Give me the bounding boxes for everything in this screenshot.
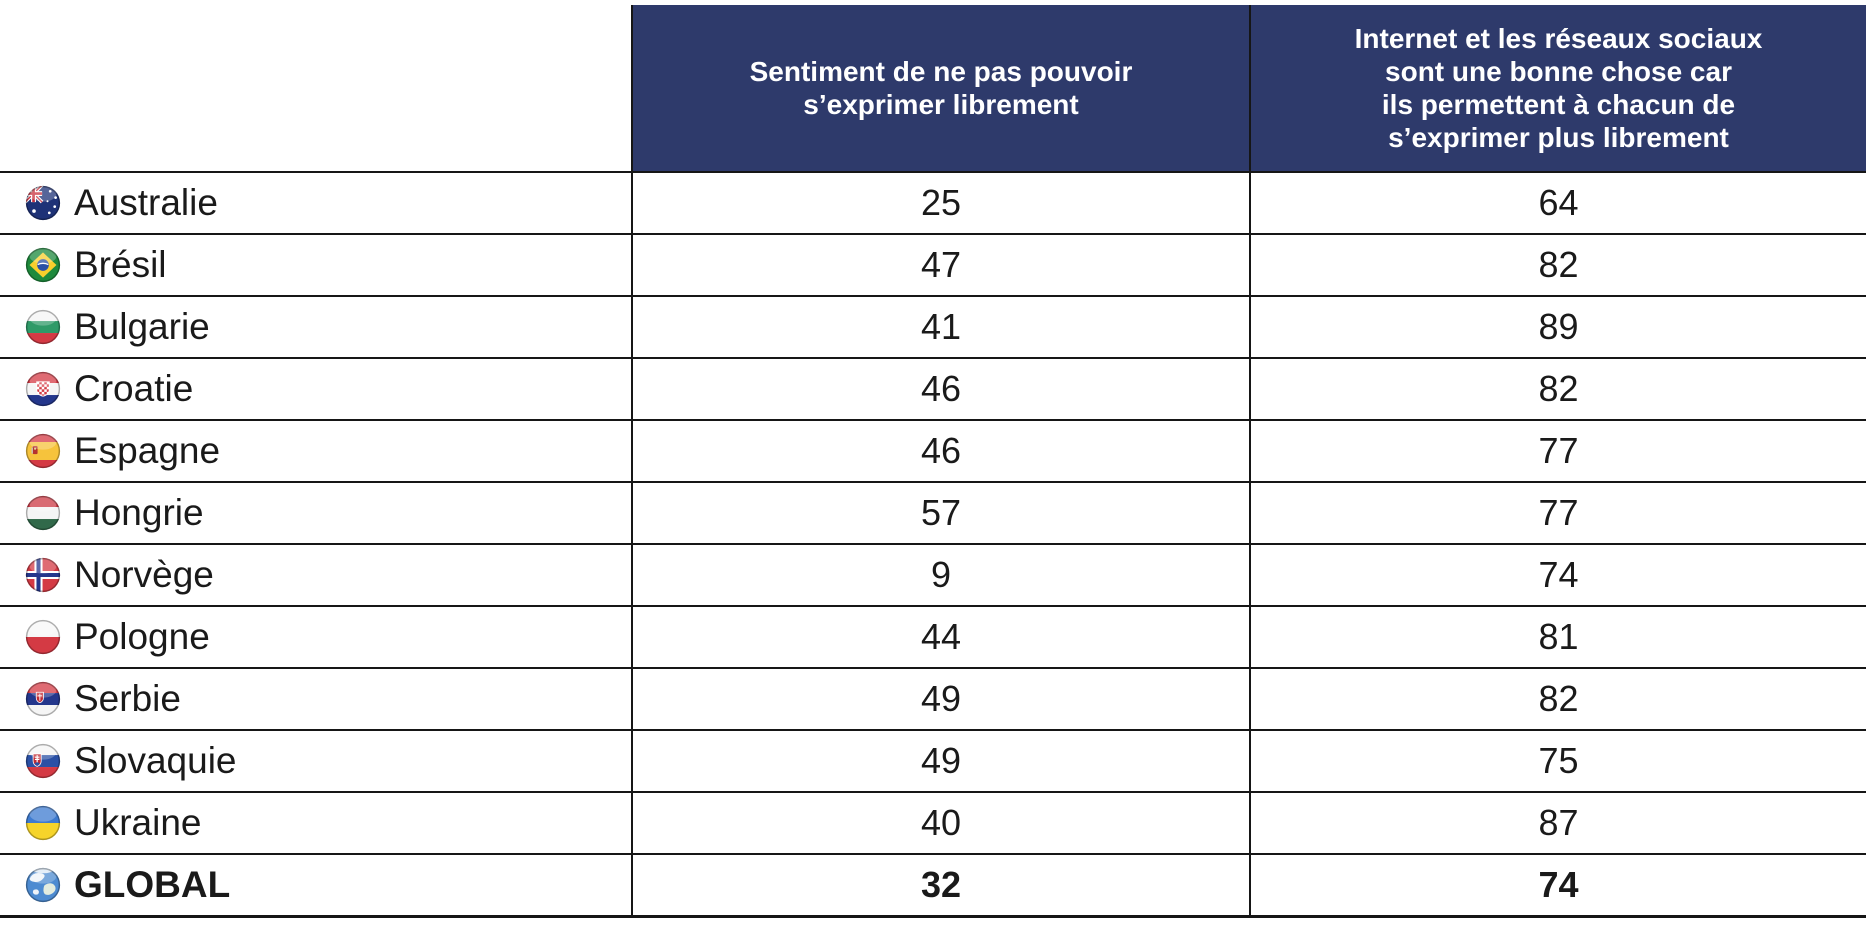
internet-value: 81	[1249, 607, 1866, 667]
country-cell: Australie	[0, 173, 631, 233]
table-row: Norvège 9 74	[0, 543, 1866, 605]
hungary-flag-icon	[25, 495, 61, 531]
table-row: Espagne 46 77	[0, 419, 1866, 481]
column-header-sentiment: Sentiment de ne pas pouvoir s’exprimer l…	[631, 5, 1249, 171]
sentiment-value: 40	[631, 793, 1249, 853]
country-label: Slovaquie	[74, 740, 237, 781]
internet-value: 89	[1249, 297, 1866, 357]
sentiment-value: 32	[631, 855, 1249, 915]
croatia-flag-icon	[25, 371, 61, 407]
globe-icon	[25, 867, 61, 903]
country-cell: Bulgarie	[0, 297, 631, 357]
country-cell: GLOBAL	[0, 855, 631, 915]
bulgaria-flag-icon	[25, 309, 61, 345]
country-cell: Brésil	[0, 235, 631, 295]
table-header-row: Sentiment de ne pas pouvoir s’exprimer l…	[0, 0, 1866, 171]
country-cell: Pologne	[0, 607, 631, 667]
table-row: Hongrie 57 77	[0, 481, 1866, 543]
internet-value: 74	[1249, 545, 1866, 605]
country-label: Australie	[74, 182, 218, 223]
country-label: Pologne	[74, 616, 210, 657]
sentiment-value: 41	[631, 297, 1249, 357]
header-line: ils permettent à chacun de	[1381, 89, 1736, 120]
internet-value: 82	[1249, 359, 1866, 419]
country-label: Bulgarie	[74, 306, 210, 347]
table-row: Pologne 44 81	[0, 605, 1866, 667]
table-row: Australie 25 64	[0, 171, 1866, 233]
brazil-flag-icon	[25, 247, 61, 283]
country-cell: Espagne	[0, 421, 631, 481]
slovakia-flag-icon	[25, 743, 61, 779]
internet-value: 77	[1249, 421, 1866, 481]
sentiment-value: 49	[631, 669, 1249, 729]
norway-flag-icon	[25, 557, 61, 593]
header-line: s’exprimer librement	[803, 89, 1079, 120]
header-line: s’exprimer plus librement	[1388, 122, 1729, 153]
header-corner-spacer	[0, 0, 631, 171]
country-label: Norvège	[74, 554, 214, 595]
ukraine-flag-icon	[25, 805, 61, 841]
header-line: Internet et les réseaux sociaux	[1354, 23, 1763, 54]
country-cell: Serbie	[0, 669, 631, 729]
serbia-flag-icon	[25, 681, 61, 717]
sentiment-value: 49	[631, 731, 1249, 791]
internet-value: 64	[1249, 173, 1866, 233]
internet-value: 74	[1249, 855, 1866, 915]
header-line: Sentiment de ne pas pouvoir	[749, 56, 1133, 87]
country-cell: Ukraine	[0, 793, 631, 853]
australia-flag-icon	[25, 185, 61, 221]
table-row: Serbie 49 82	[0, 667, 1866, 729]
table-row: Bulgarie 41 89	[0, 295, 1866, 357]
country-label: Espagne	[74, 430, 221, 471]
country-label: Brésil	[74, 244, 167, 285]
header-line: sont une bonne chose car	[1385, 56, 1732, 87]
country-label: GLOBAL	[74, 864, 231, 905]
country-label: Serbie	[74, 678, 181, 719]
country-cell: Hongrie	[0, 483, 631, 543]
sentiment-value: 57	[631, 483, 1249, 543]
internet-value: 77	[1249, 483, 1866, 543]
sentiment-value: 44	[631, 607, 1249, 667]
table-row: Slovaquie 49 75	[0, 729, 1866, 791]
sentiment-value: 25	[631, 173, 1249, 233]
spain-flag-icon	[25, 433, 61, 469]
column-header-internet: Internet et les réseaux sociaux sont une…	[1249, 5, 1866, 171]
country-label: Croatie	[74, 368, 194, 409]
table-row: Brésil 47 82	[0, 233, 1866, 295]
sentiment-value: 46	[631, 359, 1249, 419]
internet-value: 82	[1249, 235, 1866, 295]
internet-value: 82	[1249, 669, 1866, 729]
sentiment-value: 9	[631, 545, 1249, 605]
country-cell: Norvège	[0, 545, 631, 605]
country-cell: Croatie	[0, 359, 631, 419]
sentiment-value: 47	[631, 235, 1249, 295]
table-row-global: GLOBAL 32 74	[0, 853, 1866, 915]
internet-value: 75	[1249, 731, 1866, 791]
sentiment-value: 46	[631, 421, 1249, 481]
table-row: Croatie 46 82	[0, 357, 1866, 419]
table-row: Ukraine 40 87	[0, 791, 1866, 853]
internet-value: 87	[1249, 793, 1866, 853]
poland-flag-icon	[25, 619, 61, 655]
country-label: Ukraine	[74, 802, 202, 843]
country-label: Hongrie	[74, 492, 204, 533]
country-cell: Slovaquie	[0, 731, 631, 791]
